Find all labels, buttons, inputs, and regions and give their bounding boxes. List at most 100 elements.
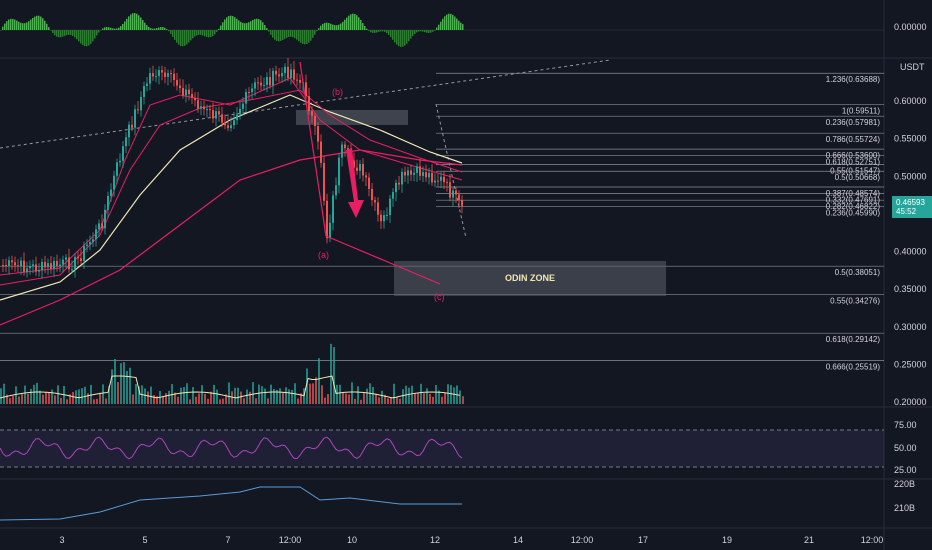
top-oscillator-bar	[266, 28, 268, 30]
top-oscillator-bar	[370, 30, 372, 33]
fib-level-label: 1(0.59511)	[842, 107, 880, 116]
top-oscillator-bar	[456, 18, 458, 30]
candle-body	[80, 258, 82, 261]
fib-level-label: 0.666(0.25519)	[826, 362, 881, 371]
candle-body	[128, 124, 130, 138]
top-oscillator-bar	[312, 30, 314, 38]
candle-body	[83, 245, 85, 261]
candle-body	[461, 200, 463, 206]
candle-body	[74, 256, 76, 270]
volume-bar	[3, 383, 5, 404]
top-oscillator-bar	[300, 30, 302, 43]
top-oscillator-bar	[12, 18, 14, 30]
volume-bar	[372, 386, 374, 404]
volume-bar	[417, 392, 419, 404]
top-oscillator-bar	[400, 30, 402, 47]
top-oscillator-bar	[190, 30, 192, 41]
volume-bar	[186, 383, 188, 404]
candle-body	[440, 176, 442, 181]
volume-bar	[459, 390, 461, 404]
top-oscillator-bar	[102, 28, 104, 30]
top-oscillator-bar	[358, 17, 360, 30]
volume-bar	[54, 395, 56, 404]
top-oscillator-bar	[298, 30, 300, 42]
candle-body	[326, 200, 328, 239]
candle-body	[62, 259, 64, 265]
top-oscillator-bar	[314, 30, 316, 35]
volume-bar	[201, 385, 203, 404]
top-oscillator-bar	[156, 28, 158, 30]
volume-bar	[348, 394, 350, 404]
volume-bar	[45, 391, 47, 404]
volume-bar	[363, 393, 365, 404]
volume-bar	[6, 394, 8, 404]
candle-body	[236, 114, 238, 121]
volume-bars	[0, 343, 464, 404]
volume-bar	[36, 382, 38, 404]
top-oscillator-bar	[134, 13, 136, 31]
volume-bar	[114, 358, 116, 404]
top-oscillator-bar	[30, 19, 32, 30]
top-oscillator-bar	[76, 30, 78, 40]
candle-body	[89, 241, 91, 245]
candle-body	[179, 85, 181, 89]
volume-bar	[393, 383, 395, 404]
top-oscillator-bar	[350, 14, 352, 30]
candle-body	[71, 269, 73, 271]
candle-body	[5, 265, 7, 267]
candle-body	[428, 172, 430, 178]
volume-bar	[285, 387, 287, 404]
candle-body	[419, 166, 421, 176]
volume-bar	[378, 397, 380, 404]
top-oscillator-bar	[320, 25, 322, 30]
top-oscillator-bar	[360, 20, 362, 30]
bottom-indicator-line	[0, 486, 462, 521]
candle-body	[335, 185, 337, 196]
candle-body	[263, 84, 265, 86]
top-oscillator-bar	[50, 30, 52, 31]
top-oscillator-bar	[132, 13, 134, 30]
candle-body	[446, 182, 448, 184]
top-oscillator-bar	[460, 22, 462, 30]
candle-body	[332, 195, 334, 223]
volume-bar	[267, 398, 269, 404]
time-tick-label: 12:00	[861, 535, 884, 545]
candle-body	[170, 73, 172, 75]
volume-bar	[408, 387, 410, 404]
top-oscillator-bar	[114, 28, 116, 30]
candle-body	[320, 141, 322, 163]
candle-body	[437, 180, 439, 182]
top-oscillator-bar	[248, 22, 250, 30]
volume-bar	[336, 384, 338, 404]
volume-bar	[396, 397, 398, 404]
candle-body	[185, 89, 187, 96]
rsi-tick-label: 25.00	[894, 465, 917, 475]
top-oscillator-bar	[322, 23, 324, 30]
top-oscillator-bar	[342, 21, 344, 30]
top-oscillator-bar	[398, 30, 400, 47]
top-oscillator-bar	[60, 30, 62, 38]
candle-body	[272, 70, 274, 86]
candle-body	[215, 111, 217, 119]
candle-body	[221, 114, 223, 123]
candle-body	[452, 190, 454, 198]
top-oscillator-bar	[52, 30, 54, 34]
candle-body	[329, 222, 331, 239]
top-oscillator-bar	[124, 21, 126, 30]
volume-bar	[402, 389, 404, 404]
top-oscillator-bar	[166, 29, 168, 30]
top-oscillator-bar	[432, 30, 434, 32]
top-oscillator-bar	[78, 30, 80, 42]
candle-body	[284, 66, 286, 74]
top-oscillator-bar	[282, 30, 284, 40]
volume-bar	[90, 384, 92, 404]
top-oscillator-bar	[200, 30, 202, 35]
top-oscillator-bar	[238, 20, 240, 30]
candle-body	[317, 126, 319, 142]
volume-bar	[207, 398, 209, 404]
price-tick-label: 0.30000	[894, 322, 927, 332]
time-tick-label: 12:00	[571, 535, 594, 545]
volume-bar	[69, 394, 71, 404]
top-oscillator-bar	[246, 23, 248, 30]
